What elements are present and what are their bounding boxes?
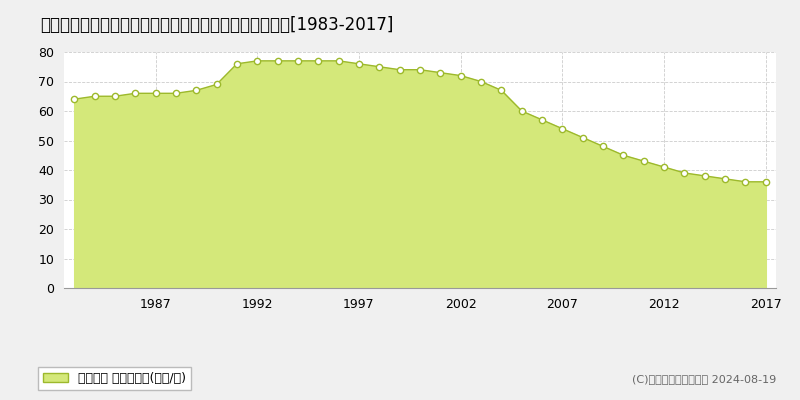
Text: (C)土地価格ドットコム 2024-08-19: (C)土地価格ドットコム 2024-08-19 xyxy=(632,374,776,384)
Text: 徳島県徳島市伊賀町３丁目５番４　地価公示　地価推移[1983-2017]: 徳島県徳島市伊賀町３丁目５番４ 地価公示 地価推移[1983-2017] xyxy=(40,16,394,34)
Legend: 地価公示 平均嵪単価(万円/嵪): 地価公示 平均嵪単価(万円/嵪) xyxy=(38,367,191,390)
